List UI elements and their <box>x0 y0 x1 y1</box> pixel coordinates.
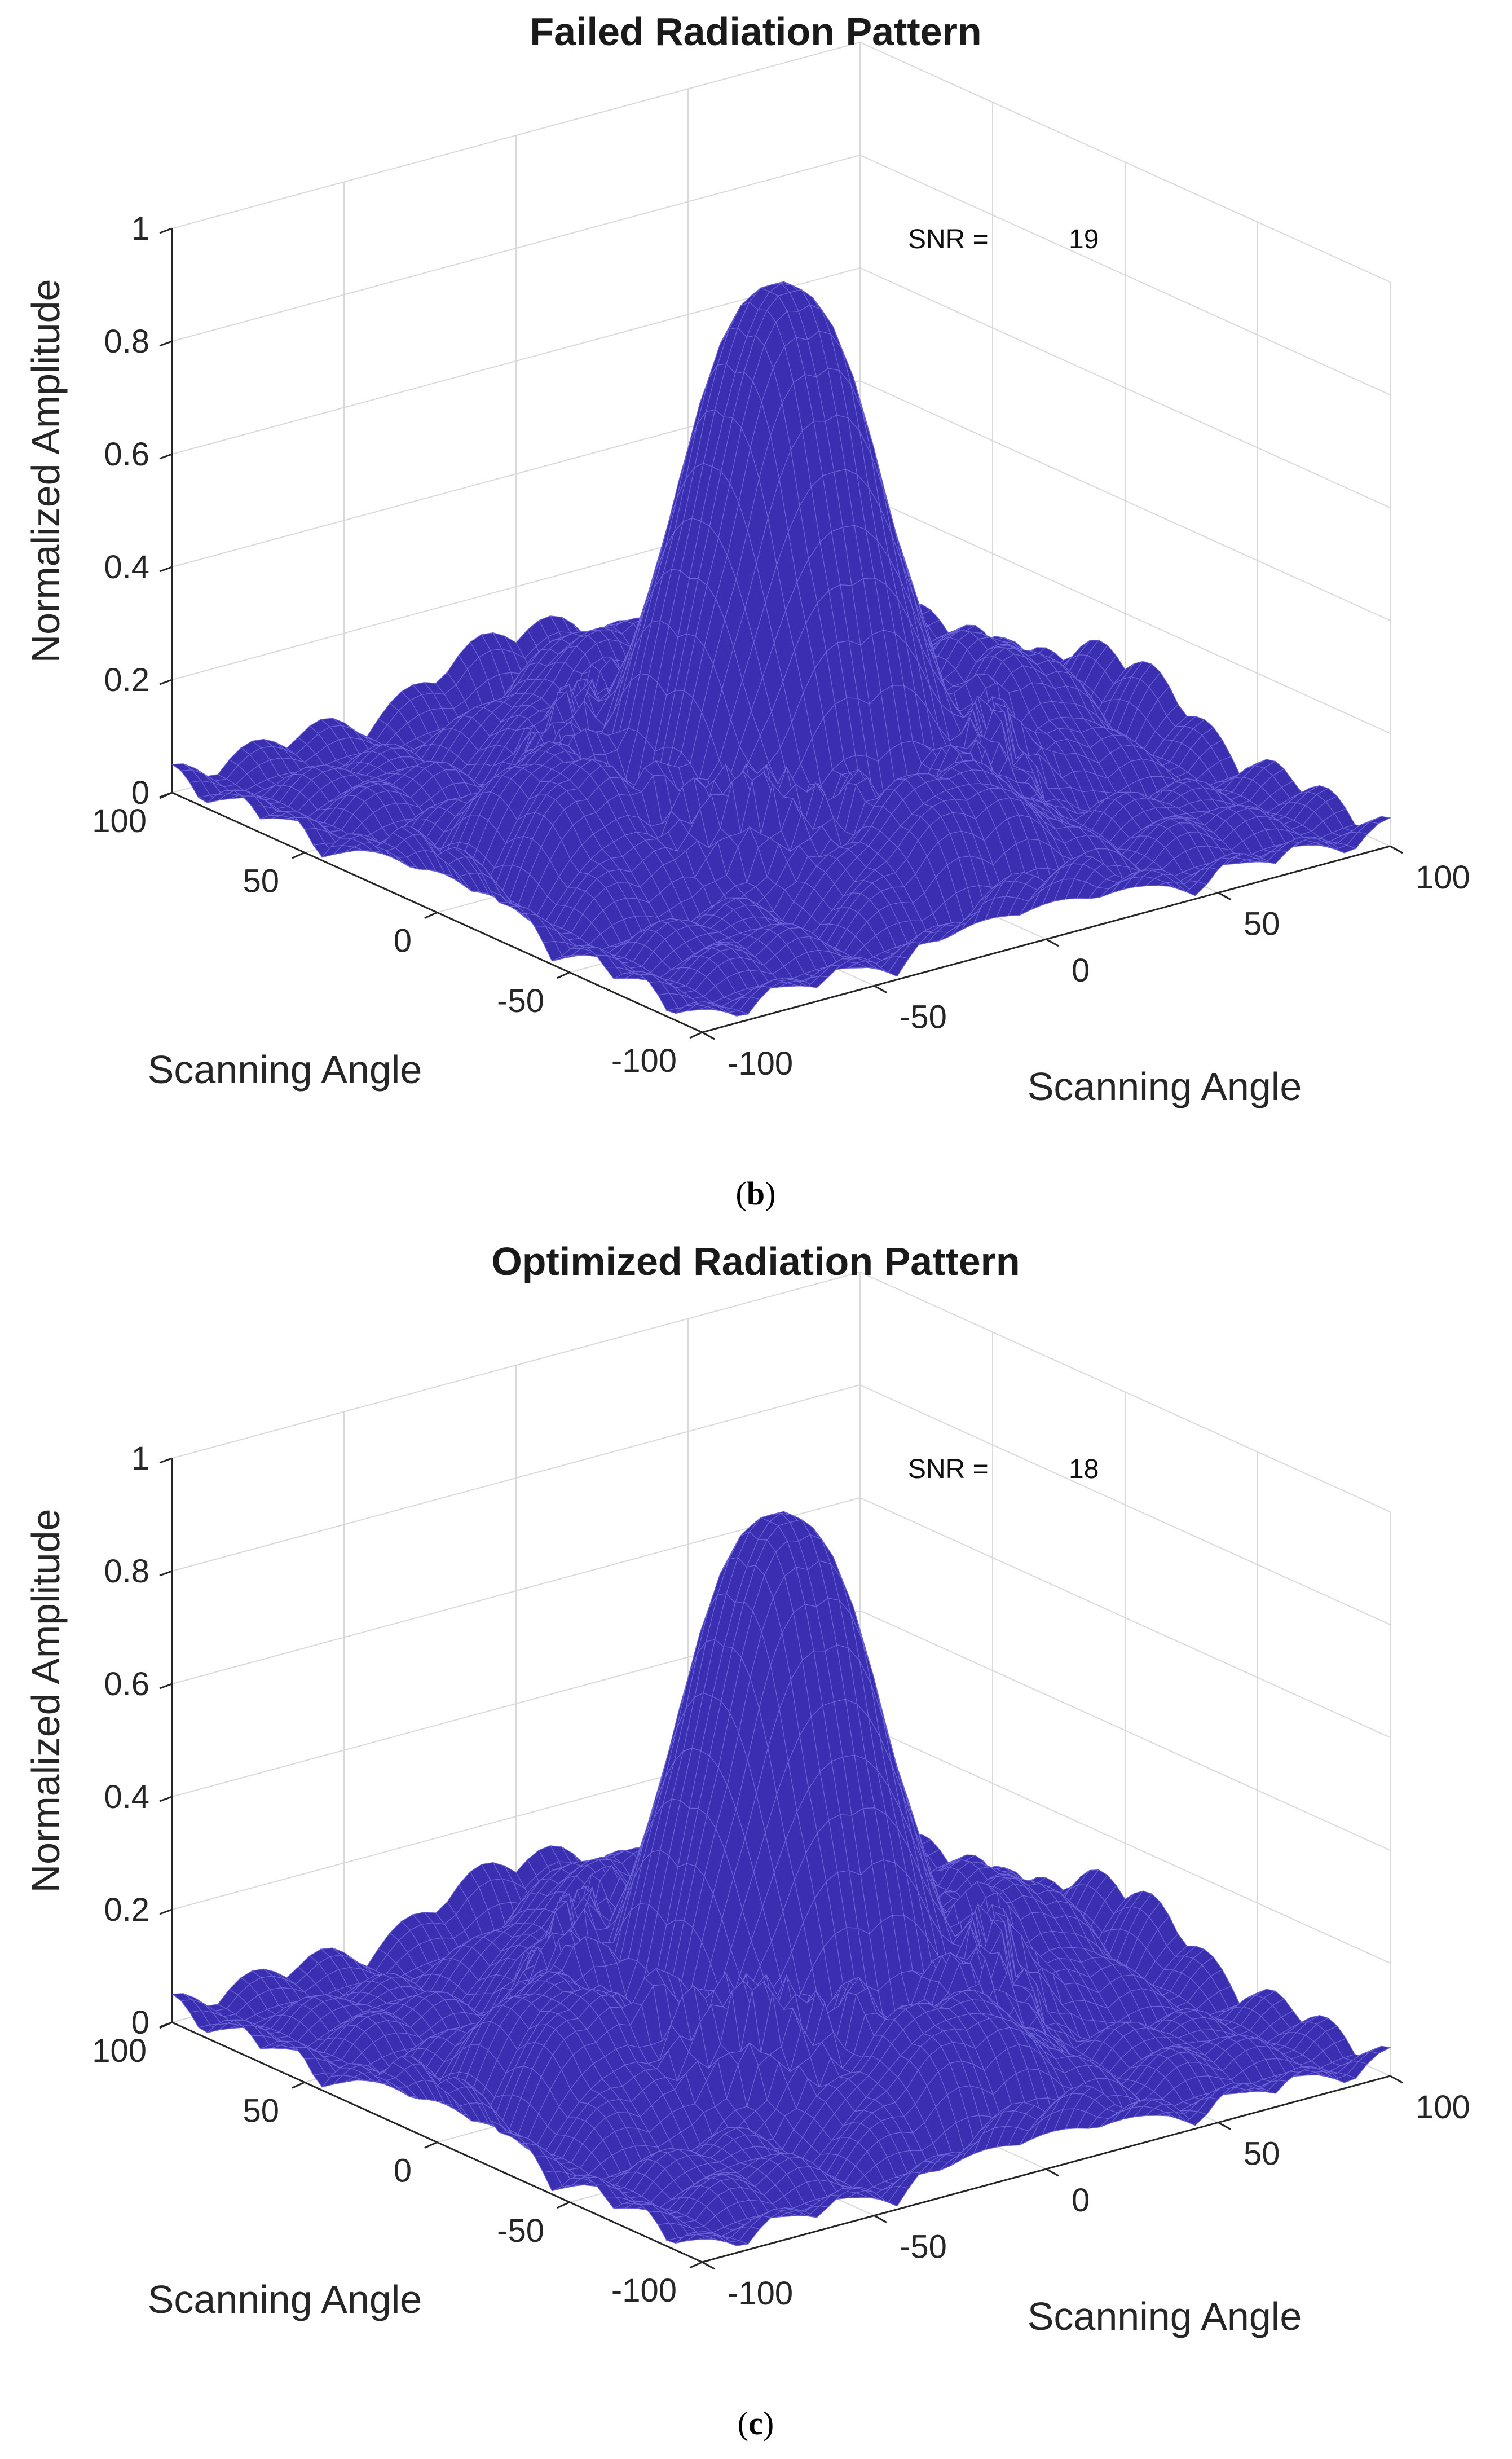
y-tick-label: -50 <box>497 983 544 1019</box>
x-axis-label: Scanning Angle <box>1028 1064 1302 1108</box>
x-tick-label: 0 <box>1072 952 1090 989</box>
z-tick-label: 0.6 <box>104 436 149 473</box>
y-tick-label: 0 <box>394 923 412 960</box>
z-tick-mark <box>159 566 173 573</box>
surface-plot-c: Optimized Radiation Pattern 0 0.2 0.4 0.… <box>24 1239 1470 2442</box>
z-tick-mark <box>159 1570 173 1577</box>
grid-line <box>859 42 1391 283</box>
x-tick-mark <box>1218 2122 1231 2130</box>
z-tick-mark <box>159 1908 173 1915</box>
axis-lines <box>159 227 1403 1040</box>
z-tick-mark <box>159 1683 173 1690</box>
y-tick-mark <box>557 971 570 979</box>
y-axis-label: Scanning Angle <box>148 1048 422 1092</box>
z-tick-mark <box>159 227 173 234</box>
x-tick-mark <box>1046 938 1059 947</box>
surface-mesh <box>171 281 1391 1017</box>
chart-title: Failed Radiation Pattern <box>530 10 981 54</box>
y-tick-mark <box>292 851 305 859</box>
z-tick-mark <box>159 340 173 347</box>
z-tick-label: 0.2 <box>104 662 149 698</box>
surface-plot-b: Failed Radiation Pattern 0 0.2 0.4 0.6 0… <box>24 10 1470 1212</box>
caption-open: ( <box>736 1175 747 1212</box>
x-tick-mark <box>1046 2168 1059 2177</box>
y-tick-mark <box>424 2141 438 2149</box>
caption-close: ) <box>765 1175 775 1212</box>
grid-line <box>859 1610 1391 1851</box>
z-tick-label: 1 <box>131 210 149 247</box>
y-tick-mark <box>159 2021 173 2029</box>
y-tick-label: -100 <box>611 1042 677 1079</box>
y-tick-mark <box>557 2201 570 2209</box>
x-tick-label: 100 <box>1416 859 1470 896</box>
y-tick-label: 50 <box>243 863 279 899</box>
z-tick-label: 0.4 <box>104 549 149 586</box>
grid-line <box>859 267 1391 508</box>
grid-line <box>859 380 1391 621</box>
grid-line <box>859 1384 1391 1625</box>
x-tick-mark <box>702 1031 715 1040</box>
grid-line <box>859 155 1391 395</box>
grid-line <box>171 1497 861 1684</box>
grid-line <box>171 42 861 229</box>
z-tick-mark <box>159 1457 173 1464</box>
grid-line <box>859 1723 1391 1964</box>
x-tick-label: -50 <box>900 999 947 1036</box>
y-tick-mark <box>424 912 438 919</box>
grid-line <box>859 493 1391 734</box>
z-axis-label: Normalized Amplitude <box>24 279 68 663</box>
x-tick-mark <box>1218 892 1231 900</box>
surface-mesh <box>171 1511 1391 2246</box>
y-tick-label: 100 <box>92 803 147 839</box>
grid-line <box>171 1272 861 1459</box>
x-tick-label: 50 <box>1244 906 1280 943</box>
y-tick-mark <box>689 2261 703 2269</box>
x-tick-mark <box>1390 2075 1403 2084</box>
x-tick-mark <box>1390 845 1403 854</box>
snr-value: 19 <box>1069 225 1099 254</box>
y-tick-mark <box>159 791 173 799</box>
grid-line <box>859 1272 1391 1512</box>
grid-line <box>171 1384 861 1572</box>
surface-patch <box>1369 816 1391 824</box>
figure-panel-b: Failed Radiation Pattern 0 0.2 0.4 0.6 0… <box>24 10 1470 1212</box>
axis-lines <box>159 1457 1403 2270</box>
x-tick-mark <box>874 985 887 993</box>
z-tick-mark <box>159 1796 173 1802</box>
z-tick-label: 0.8 <box>104 323 149 360</box>
x-tick-mark <box>702 2261 715 2270</box>
grid-line <box>859 1497 1391 1738</box>
x-tick-label: -100 <box>728 1045 793 1082</box>
x-tick-mark <box>874 2215 887 2223</box>
grid-line <box>171 267 861 455</box>
caption-letter: b <box>747 1175 765 1212</box>
z-tick-label: 0 <box>131 775 149 811</box>
z-tick-mark <box>159 679 173 685</box>
snr-label: SNR = <box>908 225 989 254</box>
figure-panel-c: Optimized Radiation Pattern 0 0.2 0.4 0.… <box>0 1230 1512 2459</box>
panel-caption: (b) <box>736 1175 776 1212</box>
y-tick-mark <box>689 1031 703 1039</box>
y-tick-mark <box>292 2081 305 2089</box>
z-tick-mark <box>159 453 173 460</box>
grid-line <box>171 155 861 342</box>
